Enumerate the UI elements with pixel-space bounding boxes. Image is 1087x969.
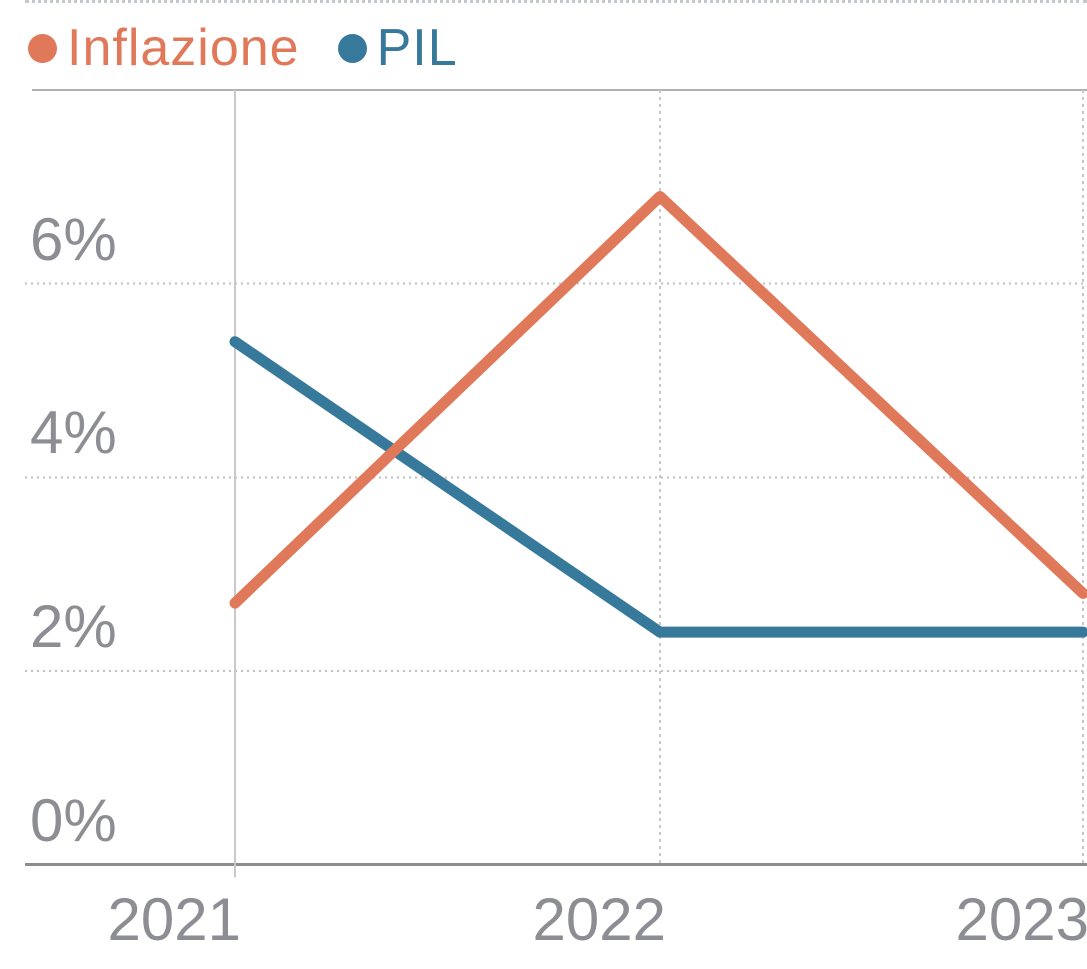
series-line-pil xyxy=(229,336,1087,638)
legend-dot-inflazione-icon xyxy=(28,33,57,63)
y-axis-tick-label: 4% xyxy=(30,399,117,467)
x-axis-tick-label: 2022 xyxy=(532,886,666,953)
y-axis-tick-label: 0% xyxy=(30,786,117,854)
legend-label-inflazione: Inflazione xyxy=(67,19,300,77)
legend-item-inflazione: Inflazione xyxy=(28,22,300,74)
top-dotted-rule xyxy=(25,0,1087,3)
legend-label-pil: PIL xyxy=(376,19,458,77)
y-axis-tick-label: 2% xyxy=(30,592,117,660)
legend-item-pil: PIL xyxy=(337,19,458,77)
x-axis-tick-label: 2021 xyxy=(107,886,241,953)
x-axis-tick-label: 2023 xyxy=(955,886,1087,953)
y-axis-tick-label: 6% xyxy=(30,205,117,273)
chart-legend: Inflazione PIL xyxy=(28,20,458,76)
series-line-inflazione xyxy=(229,190,1087,609)
legend-dot-pil-icon xyxy=(337,33,367,63)
